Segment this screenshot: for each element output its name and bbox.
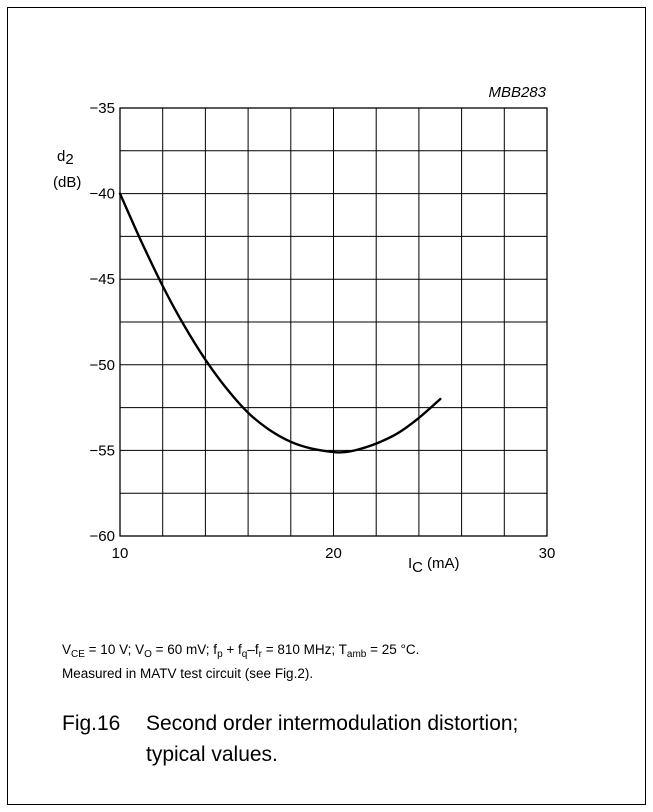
y-axis-label-symbol: d	[57, 148, 65, 165]
y-tick-label: −55	[90, 442, 115, 459]
x-axis-label: IC (mA)	[408, 555, 460, 576]
y-axis-label-subscript: 2	[65, 151, 73, 168]
test-conditions: VCE = 10 V; VO = 60 mV; fp + fq–fr = 810…	[62, 638, 419, 686]
y-tick-label: −50	[90, 357, 115, 374]
d2-curve	[118, 192, 442, 454]
plot-border	[119, 107, 548, 537]
x-tick-label: 10	[112, 545, 129, 562]
chart: MBB283 d2 (dB) IC (mA) −35 −40 −45 −50 −55 −60…	[53, 84, 556, 576]
y-tick-label: −45	[90, 271, 115, 288]
caption-title: Second order intermodulation distortion;	[146, 712, 519, 735]
caption-line-1: Fig.16 Second order intermodulation disto…	[62, 708, 518, 739]
conditions-line-1: VCE = 10 V; VO = 60 mV; fp + fq–fr = 810…	[62, 642, 420, 660]
y-tick-label: −40	[90, 186, 115, 203]
x-tick-label: 30	[539, 545, 556, 562]
figure-code: MBB283	[488, 84, 546, 101]
figure-caption: Fig.16 Second order intermodulation disto…	[62, 708, 518, 770]
caption-number: Fig.16	[62, 712, 121, 735]
x-axis-label-symbol: I	[408, 555, 412, 572]
y-tick-label: −35	[90, 100, 115, 117]
conditions-line-2: Measured in MATV test circuit (see Fig.2…	[62, 666, 314, 681]
y-tick-label: −60	[90, 528, 115, 545]
x-axis-label-subscript: C	[412, 559, 423, 576]
figure-frame	[7, 7, 646, 805]
y-axis-label: d2	[57, 148, 74, 168]
y-axis-unit: (dB)	[53, 174, 81, 191]
x-axis-label-unit: (mA)	[427, 555, 460, 572]
x-tick-label: 20	[325, 545, 342, 562]
caption-line-2: typical values.	[146, 743, 278, 766]
